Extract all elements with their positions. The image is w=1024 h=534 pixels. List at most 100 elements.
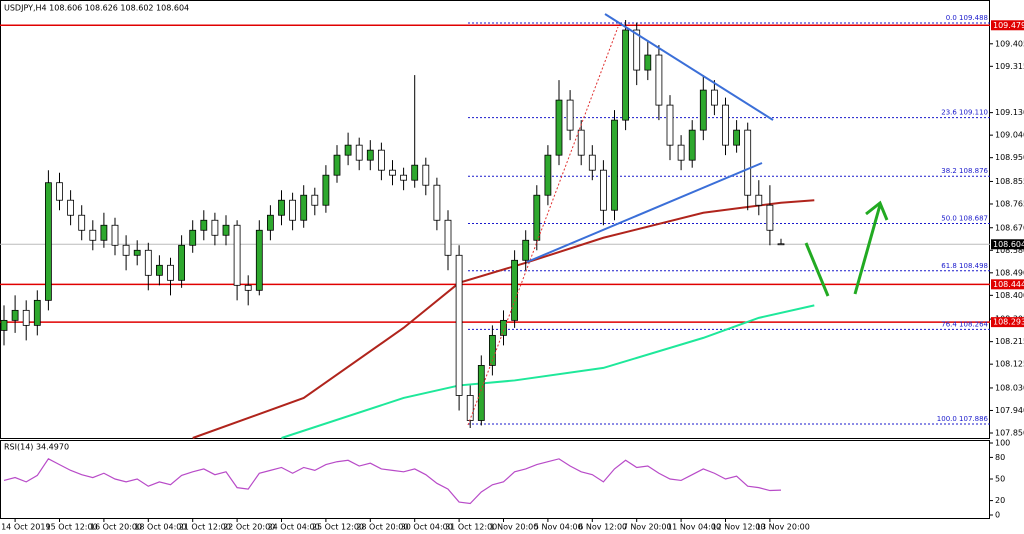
- x-tick-label: 24 Oct 04:00: [268, 523, 320, 532]
- x-tick-label: 15 Oct 12:00: [46, 523, 98, 532]
- x-tick-label: 6 Nov 12:00: [578, 523, 627, 532]
- candle-body: [0, 319, 8, 331]
- candle-body: [133, 249, 141, 256]
- x-tick-label: 21 Oct 12:00: [179, 523, 231, 532]
- candle-body: [300, 194, 308, 221]
- last-price-box: [991, 239, 1024, 250]
- candle-body: [777, 243, 785, 246]
- candle-body: [511, 259, 519, 321]
- candle-body: [178, 244, 186, 281]
- candle-body: [289, 199, 297, 221]
- y-tick-label: 108.765: [995, 199, 1024, 208]
- x-tick-label: 16 Oct 20:00: [90, 523, 142, 532]
- rsi-title: RSI(14) 34.4970: [4, 443, 69, 452]
- last-price-label: 108.604: [993, 240, 1024, 249]
- y-tick-label: 108.580: [995, 246, 1024, 255]
- candle-body: [200, 219, 208, 231]
- fib-label: 38.2 108.876: [941, 167, 988, 175]
- price-line-label: 108.293: [993, 318, 1024, 327]
- fib-label: 76.4 108.264: [941, 320, 988, 328]
- candle-body: [377, 149, 385, 171]
- candle-body: [755, 194, 763, 206]
- candle-body: [33, 299, 41, 326]
- candle-body: [744, 129, 752, 196]
- candle-body: [111, 224, 119, 246]
- fib-label: 23.6 109.110: [941, 109, 988, 117]
- price-panel-frame: [0, 0, 990, 439]
- x-tick-label: 12 Nov 12:00: [712, 523, 766, 532]
- candle-body: [555, 99, 563, 156]
- candle-body: [266, 214, 274, 231]
- candle-body: [144, 249, 152, 276]
- candle-body: [622, 29, 629, 121]
- candle-body: [688, 129, 696, 161]
- fib-label: 0.0 109.488: [946, 14, 988, 22]
- candle-body: [766, 204, 774, 231]
- candle-body: [11, 309, 19, 321]
- candle-body: [45, 182, 52, 301]
- price-line-label: 109.479: [993, 21, 1024, 30]
- y-tick-label: 100: [995, 439, 1010, 448]
- candle-body: [389, 169, 396, 176]
- candle-body: [422, 164, 430, 186]
- candle-body: [466, 395, 474, 421]
- x-tick-label: 1 Nov 20:00: [490, 523, 539, 532]
- candle-body: [577, 129, 585, 156]
- candle-body: [366, 149, 374, 161]
- candle-body: [233, 224, 241, 286]
- candle-body: [244, 284, 252, 291]
- candle-body: [89, 229, 97, 241]
- y-tick-label: 109.405: [995, 39, 1024, 48]
- candle-body: [533, 194, 541, 241]
- candle-body: [56, 182, 63, 201]
- candle-body: [477, 365, 485, 421]
- candle-body: [22, 309, 30, 326]
- y-tick-label: 108.490: [995, 268, 1024, 277]
- y-tick-label: 109.130: [995, 108, 1024, 117]
- price-line-box: [991, 20, 1024, 31]
- y-tick-label: 20: [995, 496, 1005, 505]
- y-tick-label: 80: [995, 453, 1005, 462]
- y-tick-label: 108.400: [995, 291, 1024, 300]
- candle-body: [433, 184, 441, 221]
- arrow-up: [853, 204, 882, 295]
- y-tick-label: 108.855: [995, 177, 1024, 186]
- x-tick-label: 28 Oct 20:00: [356, 523, 408, 532]
- candle-body: [611, 119, 618, 211]
- y-tick-label: 109.040: [995, 131, 1024, 140]
- candle-body: [633, 29, 641, 71]
- candle-body: [100, 224, 108, 241]
- candle-body: [322, 174, 330, 206]
- candle-body: [122, 244, 130, 256]
- candle-body: [278, 199, 285, 216]
- candle-body: [644, 54, 652, 71]
- candle-body: [67, 199, 74, 216]
- fib-anchor-line: [467, 26, 619, 426]
- x-tick-label: 18 Oct 04:00: [134, 523, 186, 532]
- candle-body: [333, 154, 341, 176]
- rsi-panel-frame: [0, 440, 990, 519]
- candle-body: [155, 264, 163, 276]
- x-tick-label: 7 Nov 20:00: [623, 523, 672, 532]
- y-tick-label: 108.030: [995, 383, 1024, 392]
- y-tick-label: 108.670: [995, 223, 1024, 232]
- price-line-box: [991, 279, 1024, 290]
- x-tick-label: 30 Oct 04:00: [401, 523, 453, 532]
- candle-body: [600, 169, 607, 211]
- candle-body: [722, 104, 729, 146]
- y-tick-label: 0: [995, 511, 1000, 520]
- price-line-label: 108.444: [993, 280, 1024, 289]
- candle-body: [655, 54, 663, 106]
- x-tick-label: 11 Nov 04:00: [667, 523, 721, 532]
- candle-body: [444, 219, 452, 256]
- y-tick-label: 108.125: [995, 360, 1024, 369]
- fib-label: 50.0 108.687: [941, 215, 988, 223]
- y-tick-label: 107.940: [995, 406, 1024, 415]
- arrow-head: [865, 200, 889, 221]
- candle-body: [400, 174, 408, 181]
- candle-body: [255, 229, 263, 291]
- candle-body: [733, 129, 740, 146]
- arrow-down: [804, 242, 830, 297]
- x-tick-label: 22 Oct 20:00: [223, 523, 275, 532]
